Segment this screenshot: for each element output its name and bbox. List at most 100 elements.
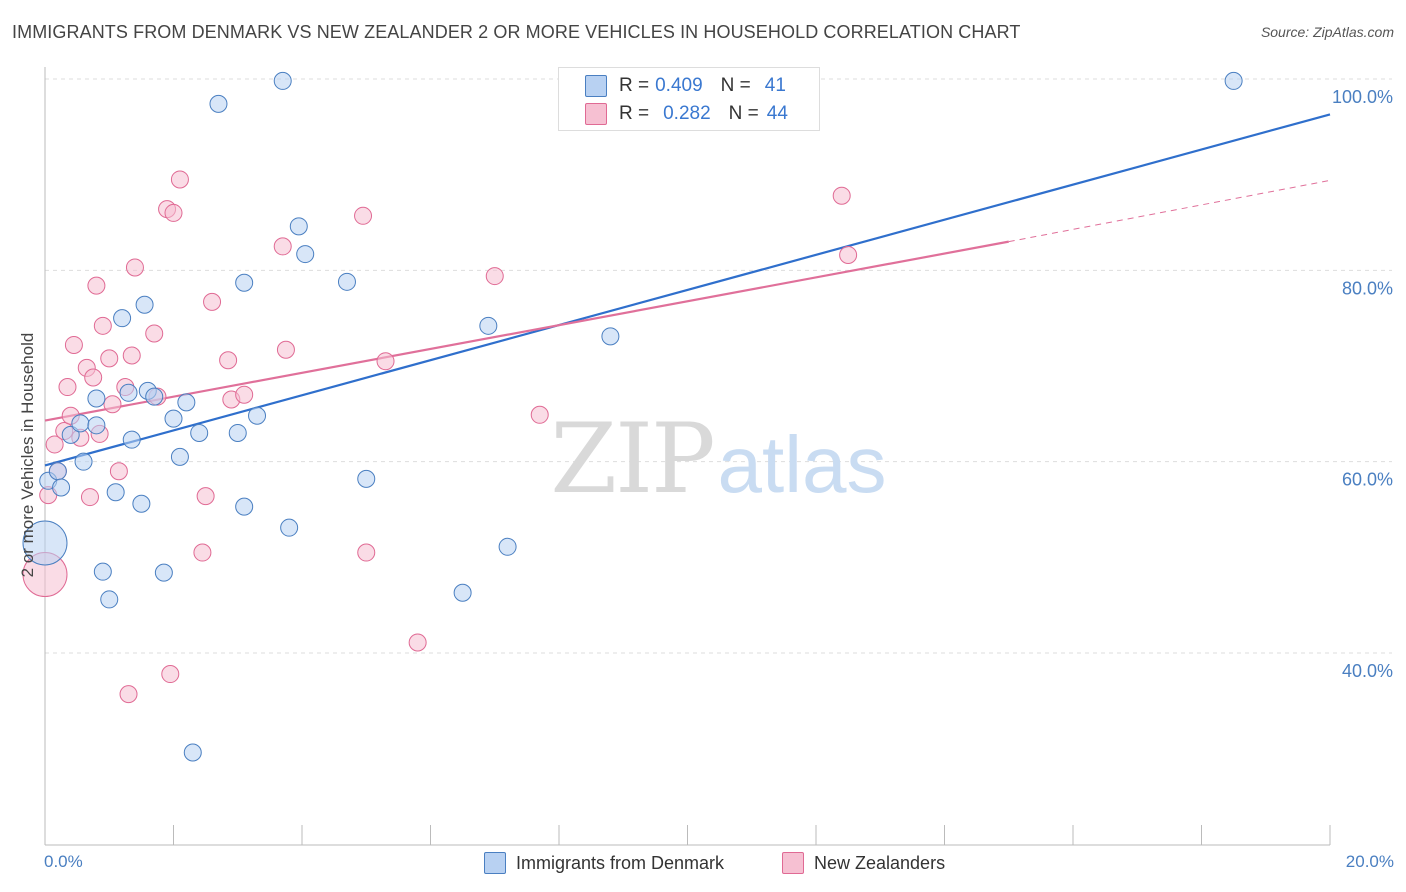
- point-denmark[interactable]: [154, 563, 173, 582]
- point-nz[interactable]: [125, 258, 144, 277]
- point-nz[interactable]: [84, 368, 103, 387]
- trend-line-denmark: [44, 113, 1331, 467]
- point-nz[interactable]: [273, 237, 292, 256]
- point-nz[interactable]: [119, 685, 138, 704]
- point-nz[interactable]: [87, 276, 106, 295]
- legend-label-nz: New Zealanders: [814, 852, 946, 873]
- point-denmark[interactable]: [100, 590, 119, 609]
- point-denmark[interactable]: [52, 478, 71, 497]
- point-nz[interactable]: [64, 335, 83, 354]
- point-denmark[interactable]: [48, 462, 67, 481]
- data-points: [22, 71, 1243, 762]
- point-nz[interactable]: [164, 203, 183, 222]
- point-nz[interactable]: [100, 349, 119, 368]
- r-label: R =: [619, 103, 650, 124]
- n-value-denmark: 41: [764, 75, 786, 96]
- point-denmark[interactable]: [479, 316, 498, 335]
- watermark-zip: ZIP: [550, 403, 713, 515]
- y-axis-label: 2 or more Vehicles in Household: [18, 332, 37, 578]
- point-denmark[interactable]: [22, 520, 68, 566]
- point-nz[interactable]: [145, 324, 164, 343]
- point-denmark[interactable]: [119, 383, 138, 402]
- point-nz[interactable]: [170, 170, 189, 189]
- point-denmark[interactable]: [1224, 71, 1243, 90]
- point-denmark[interactable]: [453, 583, 472, 602]
- point-denmark[interactable]: [132, 494, 151, 513]
- point-nz[interactable]: [103, 395, 122, 414]
- point-nz[interactable]: [408, 633, 427, 652]
- point-denmark[interactable]: [248, 406, 267, 425]
- point-denmark[interactable]: [235, 497, 254, 516]
- axes: [44, 67, 1331, 846]
- point-denmark[interactable]: [145, 387, 164, 406]
- point-denmark[interactable]: [113, 309, 132, 328]
- point-denmark[interactable]: [106, 483, 125, 502]
- point-nz[interactable]: [80, 488, 99, 507]
- y-tick-label: 80.0%: [1342, 278, 1393, 298]
- point-nz[interactable]: [93, 316, 112, 335]
- point-denmark[interactable]: [122, 430, 141, 449]
- point-denmark[interactable]: [228, 423, 247, 442]
- y-tick-label: 40.0%: [1342, 661, 1393, 681]
- point-nz[interactable]: [276, 340, 295, 359]
- point-nz[interactable]: [196, 487, 215, 506]
- point-nz[interactable]: [832, 186, 851, 205]
- point-nz[interactable]: [193, 543, 212, 562]
- point-nz[interactable]: [109, 462, 128, 481]
- point-nz[interactable]: [203, 292, 222, 311]
- denmark-swatch: [585, 75, 607, 97]
- point-denmark[interactable]: [337, 272, 356, 291]
- point-denmark[interactable]: [74, 452, 93, 471]
- point-nz[interactable]: [235, 385, 254, 404]
- point-denmark[interactable]: [177, 393, 196, 412]
- stats-row-denmark: R = 0.409 N = 41: [585, 74, 786, 98]
- legend-label-denmark: Immigrants from Denmark: [516, 852, 725, 873]
- point-denmark[interactable]: [357, 469, 376, 488]
- n-value-nz: 44: [766, 103, 788, 124]
- watermark-atlas: atlas: [718, 420, 887, 509]
- point-nz[interactable]: [219, 351, 238, 370]
- point-nz[interactable]: [354, 206, 373, 225]
- point-nz[interactable]: [58, 378, 77, 397]
- source-label: Source: ZipAtlas.com: [1260, 24, 1394, 40]
- point-denmark[interactable]: [135, 295, 154, 314]
- point-denmark[interactable]: [183, 743, 202, 762]
- point-nz[interactable]: [122, 346, 141, 365]
- grid-lines: [45, 78, 1392, 654]
- point-denmark[interactable]: [190, 423, 209, 442]
- x-tick-label-max: 20.0%: [1345, 852, 1394, 871]
- y-tick-labels: 40.0% 60.0% 80.0% 100.0%: [1332, 87, 1393, 681]
- point-denmark[interactable]: [273, 71, 292, 90]
- point-denmark[interactable]: [280, 518, 299, 537]
- n-label: N =: [728, 103, 759, 124]
- point-nz[interactable]: [161, 665, 180, 684]
- point-nz[interactable]: [485, 267, 504, 286]
- legend-swatch-denmark: [484, 852, 506, 874]
- point-nz[interactable]: [839, 246, 858, 265]
- point-denmark[interactable]: [296, 245, 315, 264]
- trend-lines: [44, 113, 1331, 467]
- legend-item-nz[interactable]: New Zealanders: [782, 852, 945, 874]
- point-nz[interactable]: [357, 543, 376, 562]
- point-denmark[interactable]: [87, 389, 106, 408]
- point-denmark[interactable]: [498, 537, 517, 556]
- r-label: R =: [619, 75, 650, 96]
- point-denmark[interactable]: [209, 94, 228, 113]
- point-denmark[interactable]: [61, 425, 80, 444]
- point-nz[interactable]: [45, 435, 64, 454]
- point-denmark[interactable]: [170, 447, 189, 466]
- point-denmark[interactable]: [289, 217, 308, 236]
- chart-title: IMMIGRANTS FROM DENMARK VS NEW ZEALANDER…: [12, 22, 1021, 42]
- point-denmark[interactable]: [71, 414, 90, 433]
- point-nz[interactable]: [530, 405, 549, 424]
- legend-item-denmark[interactable]: Immigrants from Denmark: [484, 852, 724, 874]
- point-denmark[interactable]: [93, 562, 112, 581]
- point-denmark[interactable]: [235, 273, 254, 292]
- point-denmark[interactable]: [601, 327, 620, 346]
- point-nz[interactable]: [376, 352, 395, 371]
- y-tick-label: 100.0%: [1332, 87, 1393, 107]
- r-value-nz: 0.282: [663, 103, 711, 124]
- point-denmark[interactable]: [164, 409, 183, 428]
- point-denmark[interactable]: [87, 416, 106, 435]
